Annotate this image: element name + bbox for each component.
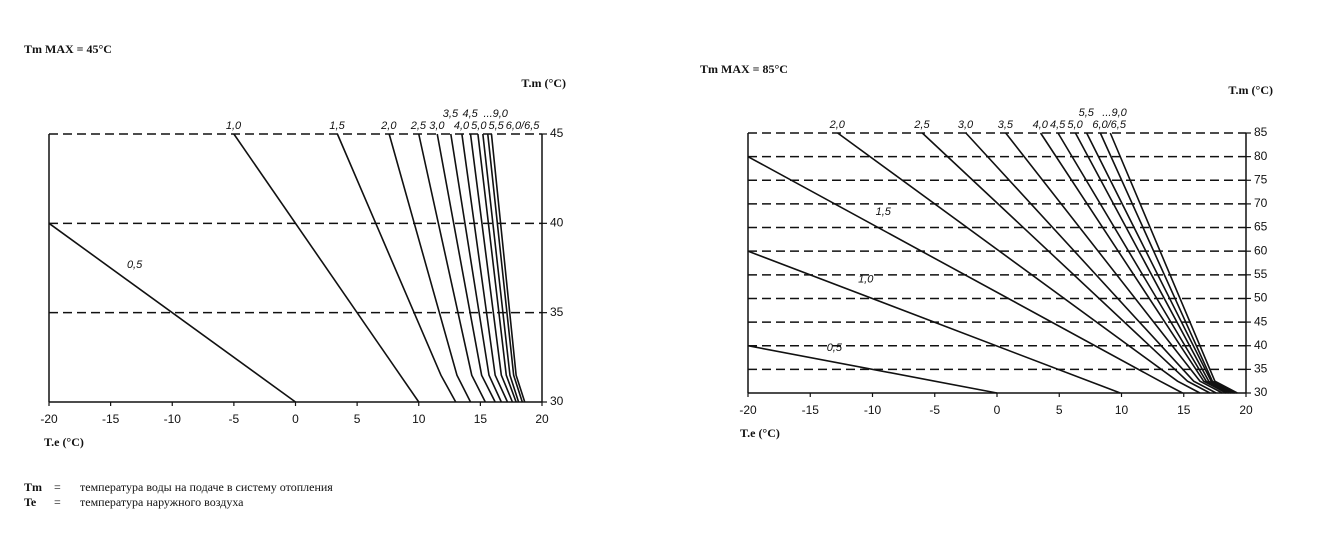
x-tick-label: -15 [802,403,820,417]
curve [747,344,998,394]
curve-label: 5,5 [488,120,504,132]
x-tick-label: -10 [864,403,882,417]
curve-label: 4,0 [454,120,470,132]
note-symbol: Tm [24,480,42,494]
chart-title: Tm MAX = 85°C [700,62,788,76]
curve [837,132,1201,394]
x-tick-label: -5 [929,403,940,417]
curve [1057,132,1229,394]
x-tick-label: -15 [102,412,120,426]
curve-label: 5,5 [1079,107,1095,119]
x-tick-label: 15 [1177,403,1191,417]
y-tick-label: 35 [1254,362,1268,376]
curve-label: ...9,0 [483,108,508,120]
y-axis-label: T.m (°C) [1228,83,1273,97]
curve-label: 6,0/6,5 [1092,119,1127,131]
y-tick-label: 70 [1254,196,1268,210]
curve-label: 1,0 [226,120,242,132]
x-tick-label: -20 [40,412,58,426]
curve [1099,132,1236,394]
curve-label: 3,0 [429,120,445,132]
y-tick-label: 45 [550,126,564,140]
x-tick-label: 0 [292,412,299,426]
y-tick-label: 85 [1254,125,1268,139]
curve [490,133,526,403]
curve-label: 4,0 [1033,119,1049,131]
y-axis-label: T.m (°C) [521,76,566,90]
curve-label: 3,5 [443,108,459,120]
curve-label: 5,0 [1067,119,1083,131]
y-tick-label: 30 [1254,385,1268,399]
note-sign: = [54,495,61,509]
y-tick-label: 40 [1254,338,1268,352]
x-tick-label: -10 [164,412,182,426]
curve [965,132,1217,394]
curve [1074,132,1232,394]
curve-label: 1,5 [329,120,345,132]
curve [747,155,1183,394]
y-tick-label: 30 [550,394,564,408]
y-tick-label: 80 [1254,149,1268,163]
x-tick-label: 20 [535,412,549,426]
curve [921,132,1211,394]
y-tick-label: 45 [1254,314,1268,328]
curve-label: 5,0 [471,120,487,132]
curve [477,133,517,403]
note-sign: = [54,480,61,494]
curve [461,133,509,403]
curve-label: ...9,0 [1102,107,1127,119]
curve [1039,132,1227,394]
curve [436,133,496,403]
note-symbol: Te [24,495,37,509]
x-axis-label: T.e (°C) [740,426,780,440]
curve [747,250,1121,394]
curve [417,133,487,403]
curve-label: 2,0 [380,120,397,132]
curve-label: 1,0 [858,274,874,286]
curve [233,133,420,403]
x-tick-label: 20 [1239,403,1253,417]
curve [336,133,457,403]
curve-label: 6,0/6,5 [506,120,541,132]
x-tick-label: 10 [1115,403,1129,417]
curve [482,133,520,403]
x-tick-label: -20 [739,403,757,417]
note-text: температура воды на подаче в систему ото… [80,480,333,494]
note-text: температура наружного воздуха [80,495,244,509]
curve-label: 0,5 [827,342,843,354]
curve [388,133,472,403]
chart-title: Tm MAX = 45°C [24,42,112,56]
x-axis-label: T.e (°C) [44,435,84,449]
curve [1109,132,1238,394]
curve-label: 4,5 [463,108,479,120]
curve-label: 1,5 [876,206,892,218]
y-tick-label: 35 [550,305,564,319]
curve-label: 3,0 [958,119,974,131]
curve [1005,132,1223,394]
y-tick-label: 50 [1254,291,1268,305]
y-tick-label: 75 [1254,172,1268,186]
curve [48,222,296,403]
curve-label: 0,5 [127,259,143,271]
x-tick-label: 0 [994,403,1001,417]
curve-label: 2,5 [913,119,930,131]
y-tick-label: 55 [1254,267,1268,281]
curve-label: 2,5 [410,120,427,132]
y-tick-label: 60 [1254,243,1268,257]
y-tick-label: 40 [550,216,564,230]
x-tick-label: -5 [229,412,240,426]
x-tick-label: 10 [412,412,426,426]
curve [450,133,503,403]
y-tick-label: 65 [1254,220,1268,234]
curve-label: 4,5 [1050,119,1066,131]
x-tick-label: 15 [474,412,488,426]
x-tick-label: 5 [354,412,361,426]
curve-label: 3,5 [998,119,1014,131]
x-tick-label: 5 [1056,403,1063,417]
curve [469,133,514,403]
curve-label: 2,0 [829,119,846,131]
curve [486,133,524,403]
